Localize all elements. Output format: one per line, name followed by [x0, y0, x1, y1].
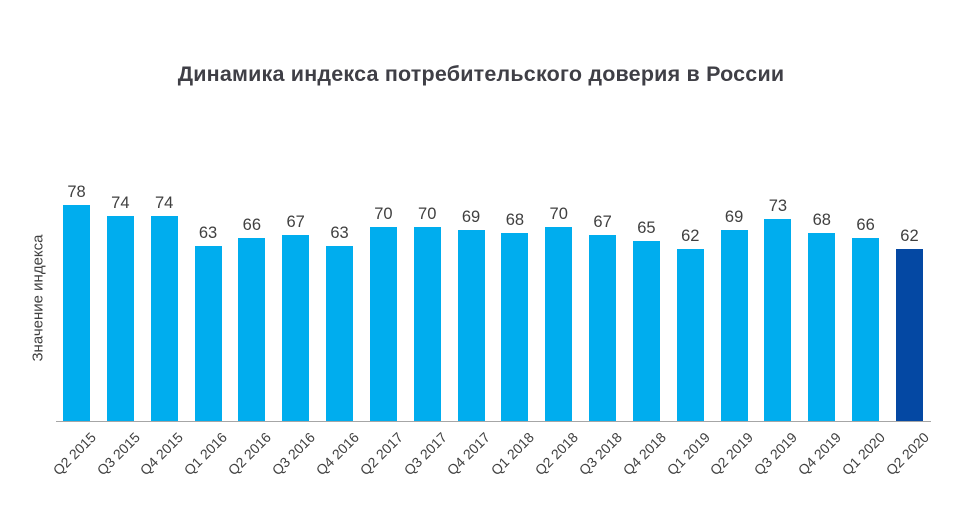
x-tick-label: Q1 2018	[487, 429, 538, 479]
bar-value-label: 62	[681, 227, 700, 245]
bar-value-label: 63	[198, 224, 218, 242]
bar-value-label: 74	[154, 194, 174, 212]
bar-highlighted	[895, 249, 923, 421]
x-tick-label: Q2 2019	[707, 429, 757, 479]
x-tick-label: Q4 2018	[619, 429, 669, 479]
bar-value-label: 73	[768, 197, 788, 215]
x-tick-label: Q4 2016	[312, 429, 362, 479]
x-tick-label: Q3 2019	[750, 429, 801, 479]
bar-value-label: 74	[111, 194, 130, 212]
bar	[501, 233, 529, 421]
bar-value-label: 66	[856, 216, 875, 234]
bar-value-label: 66	[242, 216, 262, 234]
bar-value-label: 67	[286, 213, 305, 231]
x-tick-label: Q4 2017	[444, 429, 494, 479]
x-tick-label: Q3 2015	[93, 429, 143, 479]
x-tick-label: Q3 2016	[268, 429, 319, 479]
bar	[63, 205, 90, 421]
chart-title: Динамика индекса потребительского довери…	[177, 62, 785, 86]
x-tick-label: Q2 2018	[531, 429, 582, 479]
bar	[106, 216, 134, 421]
x-tick-label: Q4 2019	[794, 429, 845, 479]
bar	[808, 233, 836, 421]
bar	[632, 241, 660, 421]
x-tick-label: Q4 2015	[137, 429, 187, 479]
bar	[326, 246, 354, 421]
x-tick-label: Q2 2016	[224, 429, 275, 479]
bar-value-label: 78	[67, 183, 86, 201]
x-tick-label: Q3 2017	[400, 429, 450, 479]
x-tick-label: Q2 2020	[882, 429, 932, 479]
bar	[676, 249, 704, 421]
bar	[457, 230, 485, 421]
bar-value-label: 62	[900, 227, 919, 245]
bar	[150, 216, 178, 421]
bar-value-label: 70	[374, 205, 393, 223]
x-tick-label: Q3 2018	[575, 429, 625, 479]
bar-value-label: 65	[637, 219, 656, 237]
bar-value-label: 69	[461, 208, 481, 226]
bar-value-label: 67	[593, 213, 612, 231]
x-tick-label: Q2 2017	[356, 429, 406, 479]
bar	[852, 238, 880, 421]
x-tick-label: Q1 2019	[663, 429, 713, 479]
bar	[720, 230, 748, 421]
bar	[282, 235, 310, 421]
bar-value-label: 68	[812, 211, 831, 229]
bar-value-label: 68	[505, 211, 525, 229]
bar	[764, 219, 792, 421]
x-tick-label: Q1 2020	[838, 429, 888, 479]
bar	[545, 227, 573, 421]
bar	[238, 238, 266, 421]
bar	[369, 227, 397, 421]
bar-value-label: 70	[418, 205, 437, 223]
bar	[194, 246, 222, 421]
x-axis-line	[56, 421, 931, 422]
bar-value-label: 69	[724, 208, 744, 226]
bar	[589, 235, 617, 421]
y-axis-label: Значение индекса	[29, 234, 47, 362]
bar	[413, 227, 441, 421]
bar-value-label: 63	[330, 224, 349, 242]
bar-value-label: 70	[549, 205, 568, 223]
x-tick-label: Q1 2016	[181, 429, 231, 479]
x-tick-label: Q2 2015	[49, 429, 99, 479]
